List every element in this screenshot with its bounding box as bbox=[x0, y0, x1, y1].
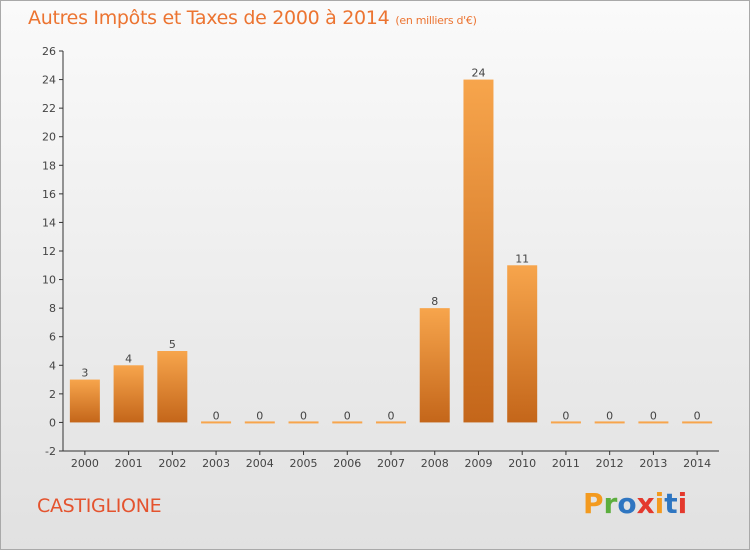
y-tick-label: 2 bbox=[49, 388, 56, 401]
bar bbox=[682, 421, 713, 424]
x-tick-label: 2013 bbox=[639, 457, 667, 470]
bar bbox=[550, 421, 581, 424]
y-tick-label: 14 bbox=[42, 216, 56, 229]
y-tick-label: 26 bbox=[42, 45, 56, 58]
x-tick-label: 2011 bbox=[552, 457, 580, 470]
y-tick-label: 10 bbox=[42, 274, 56, 287]
x-tick-label: 2003 bbox=[202, 457, 230, 470]
data-label: 0 bbox=[344, 409, 351, 422]
proxiti-logo[interactable]: Proxiti bbox=[583, 487, 687, 520]
bar bbox=[376, 421, 406, 424]
bar bbox=[69, 379, 100, 423]
y-tick-label: 0 bbox=[49, 416, 56, 429]
bars bbox=[69, 79, 713, 424]
bar bbox=[332, 421, 363, 424]
bar bbox=[507, 265, 538, 423]
x-tick-label: 2000 bbox=[71, 457, 99, 470]
data-label: 0 bbox=[256, 409, 263, 422]
data-label: 0 bbox=[694, 409, 701, 422]
y-tick-label: 16 bbox=[42, 188, 56, 201]
x-tick-label: 2002 bbox=[158, 457, 186, 470]
logo-letter: t bbox=[664, 487, 678, 520]
bar bbox=[201, 421, 232, 424]
bar bbox=[157, 351, 188, 423]
logo-letter: x bbox=[636, 487, 655, 520]
x-tick-label: 2010 bbox=[508, 457, 536, 470]
y-tick-label: 20 bbox=[42, 131, 56, 144]
place-name: CASTIGLIONE bbox=[37, 495, 162, 517]
x-tick-label: 2005 bbox=[290, 457, 318, 470]
logo-letter: r bbox=[603, 487, 618, 520]
data-label: 4 bbox=[125, 352, 132, 365]
data-label: 0 bbox=[650, 409, 657, 422]
x-tick-label: 2006 bbox=[333, 457, 361, 470]
chart-title: Autres Impôts et Taxes de 2000 à 2014 (en… bbox=[28, 7, 477, 29]
logo-letter: o bbox=[617, 487, 637, 520]
logo-letter: P bbox=[583, 487, 604, 520]
bar bbox=[419, 308, 450, 423]
data-label: 0 bbox=[300, 409, 307, 422]
y-tick-label: 4 bbox=[49, 359, 56, 372]
bar bbox=[288, 421, 319, 424]
data-label: 5 bbox=[169, 338, 176, 351]
title-text: Autres Impôts et Taxes de 2000 à 2014 bbox=[28, 7, 390, 29]
logo-letter: i bbox=[677, 487, 688, 520]
bar bbox=[638, 421, 669, 424]
data-label: 3 bbox=[81, 367, 88, 380]
bar bbox=[113, 365, 144, 423]
x-tick-label: 2008 bbox=[421, 457, 449, 470]
data-label: 0 bbox=[562, 409, 569, 422]
x-tick-label: 2001 bbox=[115, 457, 143, 470]
data-label: 0 bbox=[213, 409, 220, 422]
x-tick-label: 2014 bbox=[683, 457, 711, 470]
data-label: 24 bbox=[471, 67, 485, 80]
logo-letter: i bbox=[654, 487, 665, 520]
x-tick-label: 2007 bbox=[377, 457, 405, 470]
y-tick-label: 12 bbox=[42, 245, 56, 258]
y-tick-label: 8 bbox=[49, 302, 56, 315]
bar bbox=[244, 421, 275, 424]
title-unit: (en milliers d'€) bbox=[395, 14, 477, 27]
data-label: 8 bbox=[431, 295, 438, 308]
y-tick-label: 18 bbox=[42, 159, 56, 172]
y-tick-label: -2 bbox=[45, 445, 56, 458]
bar bbox=[463, 79, 494, 423]
data-label: 11 bbox=[515, 252, 529, 265]
x-tick-label: 2009 bbox=[464, 457, 492, 470]
data-label: 0 bbox=[606, 409, 613, 422]
x-tick-label: 2012 bbox=[596, 457, 624, 470]
data-label: 0 bbox=[388, 409, 395, 422]
y-tick-label: 6 bbox=[49, 331, 56, 344]
bar bbox=[594, 421, 625, 424]
y-tick-label: 22 bbox=[42, 102, 56, 115]
data-labels: 3 4 5 0 0 0 0 0 8 24 11 0 0 0 0 bbox=[81, 67, 700, 423]
x-tick-label: 2004 bbox=[246, 457, 274, 470]
y-tick-label: 24 bbox=[42, 74, 56, 87]
